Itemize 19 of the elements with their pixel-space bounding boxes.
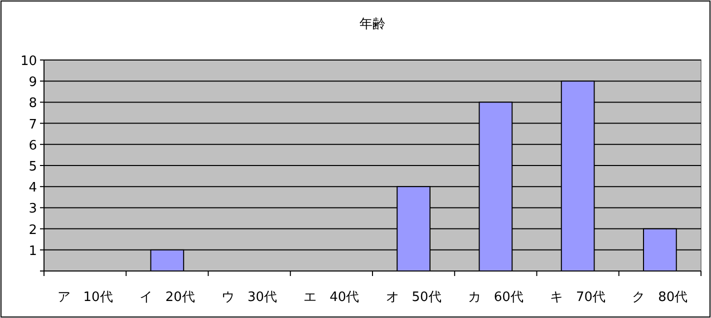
x-tick-label: ク 80代 [632, 290, 688, 305]
x-tick-label: ア 10代 [57, 290, 113, 305]
y-tick-label: 3 [28, 202, 37, 217]
x-tick-label: エ 40代 [304, 290, 360, 305]
chart-title: 年齢 [360, 17, 386, 32]
y-tick-label: 4 [28, 180, 37, 196]
y-tick-label: 9 [28, 75, 37, 90]
y-tick-label: 1 [28, 244, 37, 259]
y-tick-label: 7 [28, 117, 37, 132]
y-tick-label: 10 [20, 54, 37, 69]
x-tick-label: カ 60代 [468, 290, 524, 305]
x-tick-label: オ 50代 [386, 290, 442, 305]
y-tick-label: 2 [28, 222, 37, 238]
y-tick-label: 5 [28, 160, 37, 174]
x-tick-label: キ 70代 [550, 290, 606, 305]
x-tick-label: イ 20代 [139, 290, 195, 305]
y-tick-label: 8 [28, 96, 37, 112]
x-tick-label: ウ 30代 [222, 290, 278, 305]
y-tick-label: 6 [28, 138, 37, 154]
